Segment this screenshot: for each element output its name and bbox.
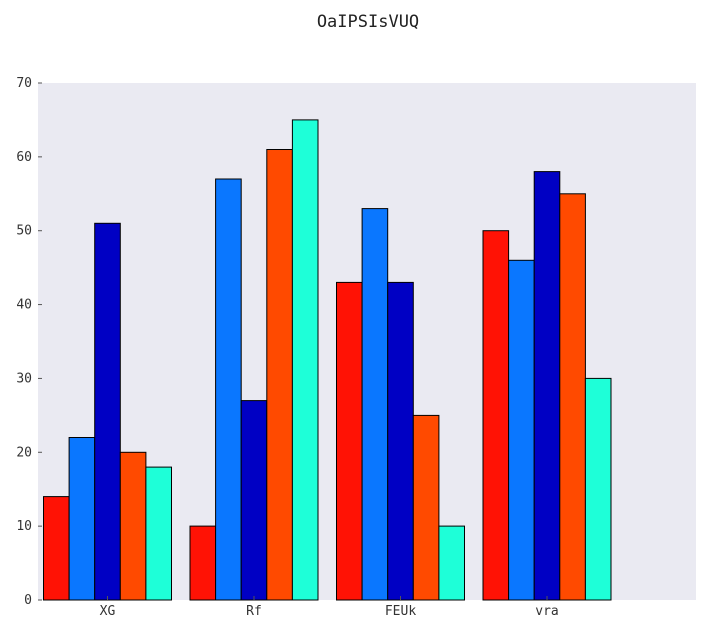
bar-vra-series-4: [559, 193, 586, 601]
y-tick-label: 10: [16, 519, 32, 534]
bar-FEUk-series-4: [412, 414, 440, 601]
bar-XG-series-4: [119, 451, 147, 601]
bar-Rf-series-5: [291, 119, 319, 601]
x-tick-label: FEUk: [385, 604, 416, 619]
y-tick-label: 70: [16, 76, 32, 91]
bar-FEUk-series-3: [387, 281, 414, 601]
bar-XG-series-3: [94, 222, 121, 601]
y-axis: 0 10 20 30 40 50 60 70: [16, 76, 42, 608]
bars-group: [43, 119, 612, 601]
bar-Rf-series-4: [266, 149, 293, 601]
y-tick-label: 50: [16, 224, 32, 239]
x-tick-label: Rf: [246, 604, 262, 619]
bar-Rf-series-2: [215, 178, 242, 601]
bar-FEUk-series-5: [438, 525, 465, 601]
x-tick-label: vra: [535, 604, 558, 619]
y-tick-label: 20: [16, 445, 32, 460]
y-tick-label: 60: [16, 150, 32, 165]
bar-FEUk-series-1: [336, 281, 363, 601]
y-tick-label: 0: [24, 593, 32, 608]
bar-FEUk-series-2: [361, 208, 389, 601]
y-tick-label: 40: [16, 298, 32, 313]
bar-vra-series-5: [584, 377, 612, 601]
y-tick-label: 30: [16, 371, 32, 386]
x-axis: XG Rf FEUk vra: [100, 596, 559, 619]
chart-title: OaIPSIsVUQ: [317, 12, 419, 32]
bar-vra-series-2: [508, 259, 535, 601]
bar-vra-series-3: [533, 171, 561, 601]
bar-XG-series-2: [68, 437, 96, 601]
x-tick-label: XG: [100, 604, 116, 619]
bar-Rf-series-1: [189, 525, 217, 601]
bar-XG-series-1: [43, 496, 70, 601]
bar-vra-series-1: [482, 230, 510, 601]
bar-Rf-series-3: [240, 400, 268, 601]
bar-XG-series-5: [145, 466, 172, 601]
